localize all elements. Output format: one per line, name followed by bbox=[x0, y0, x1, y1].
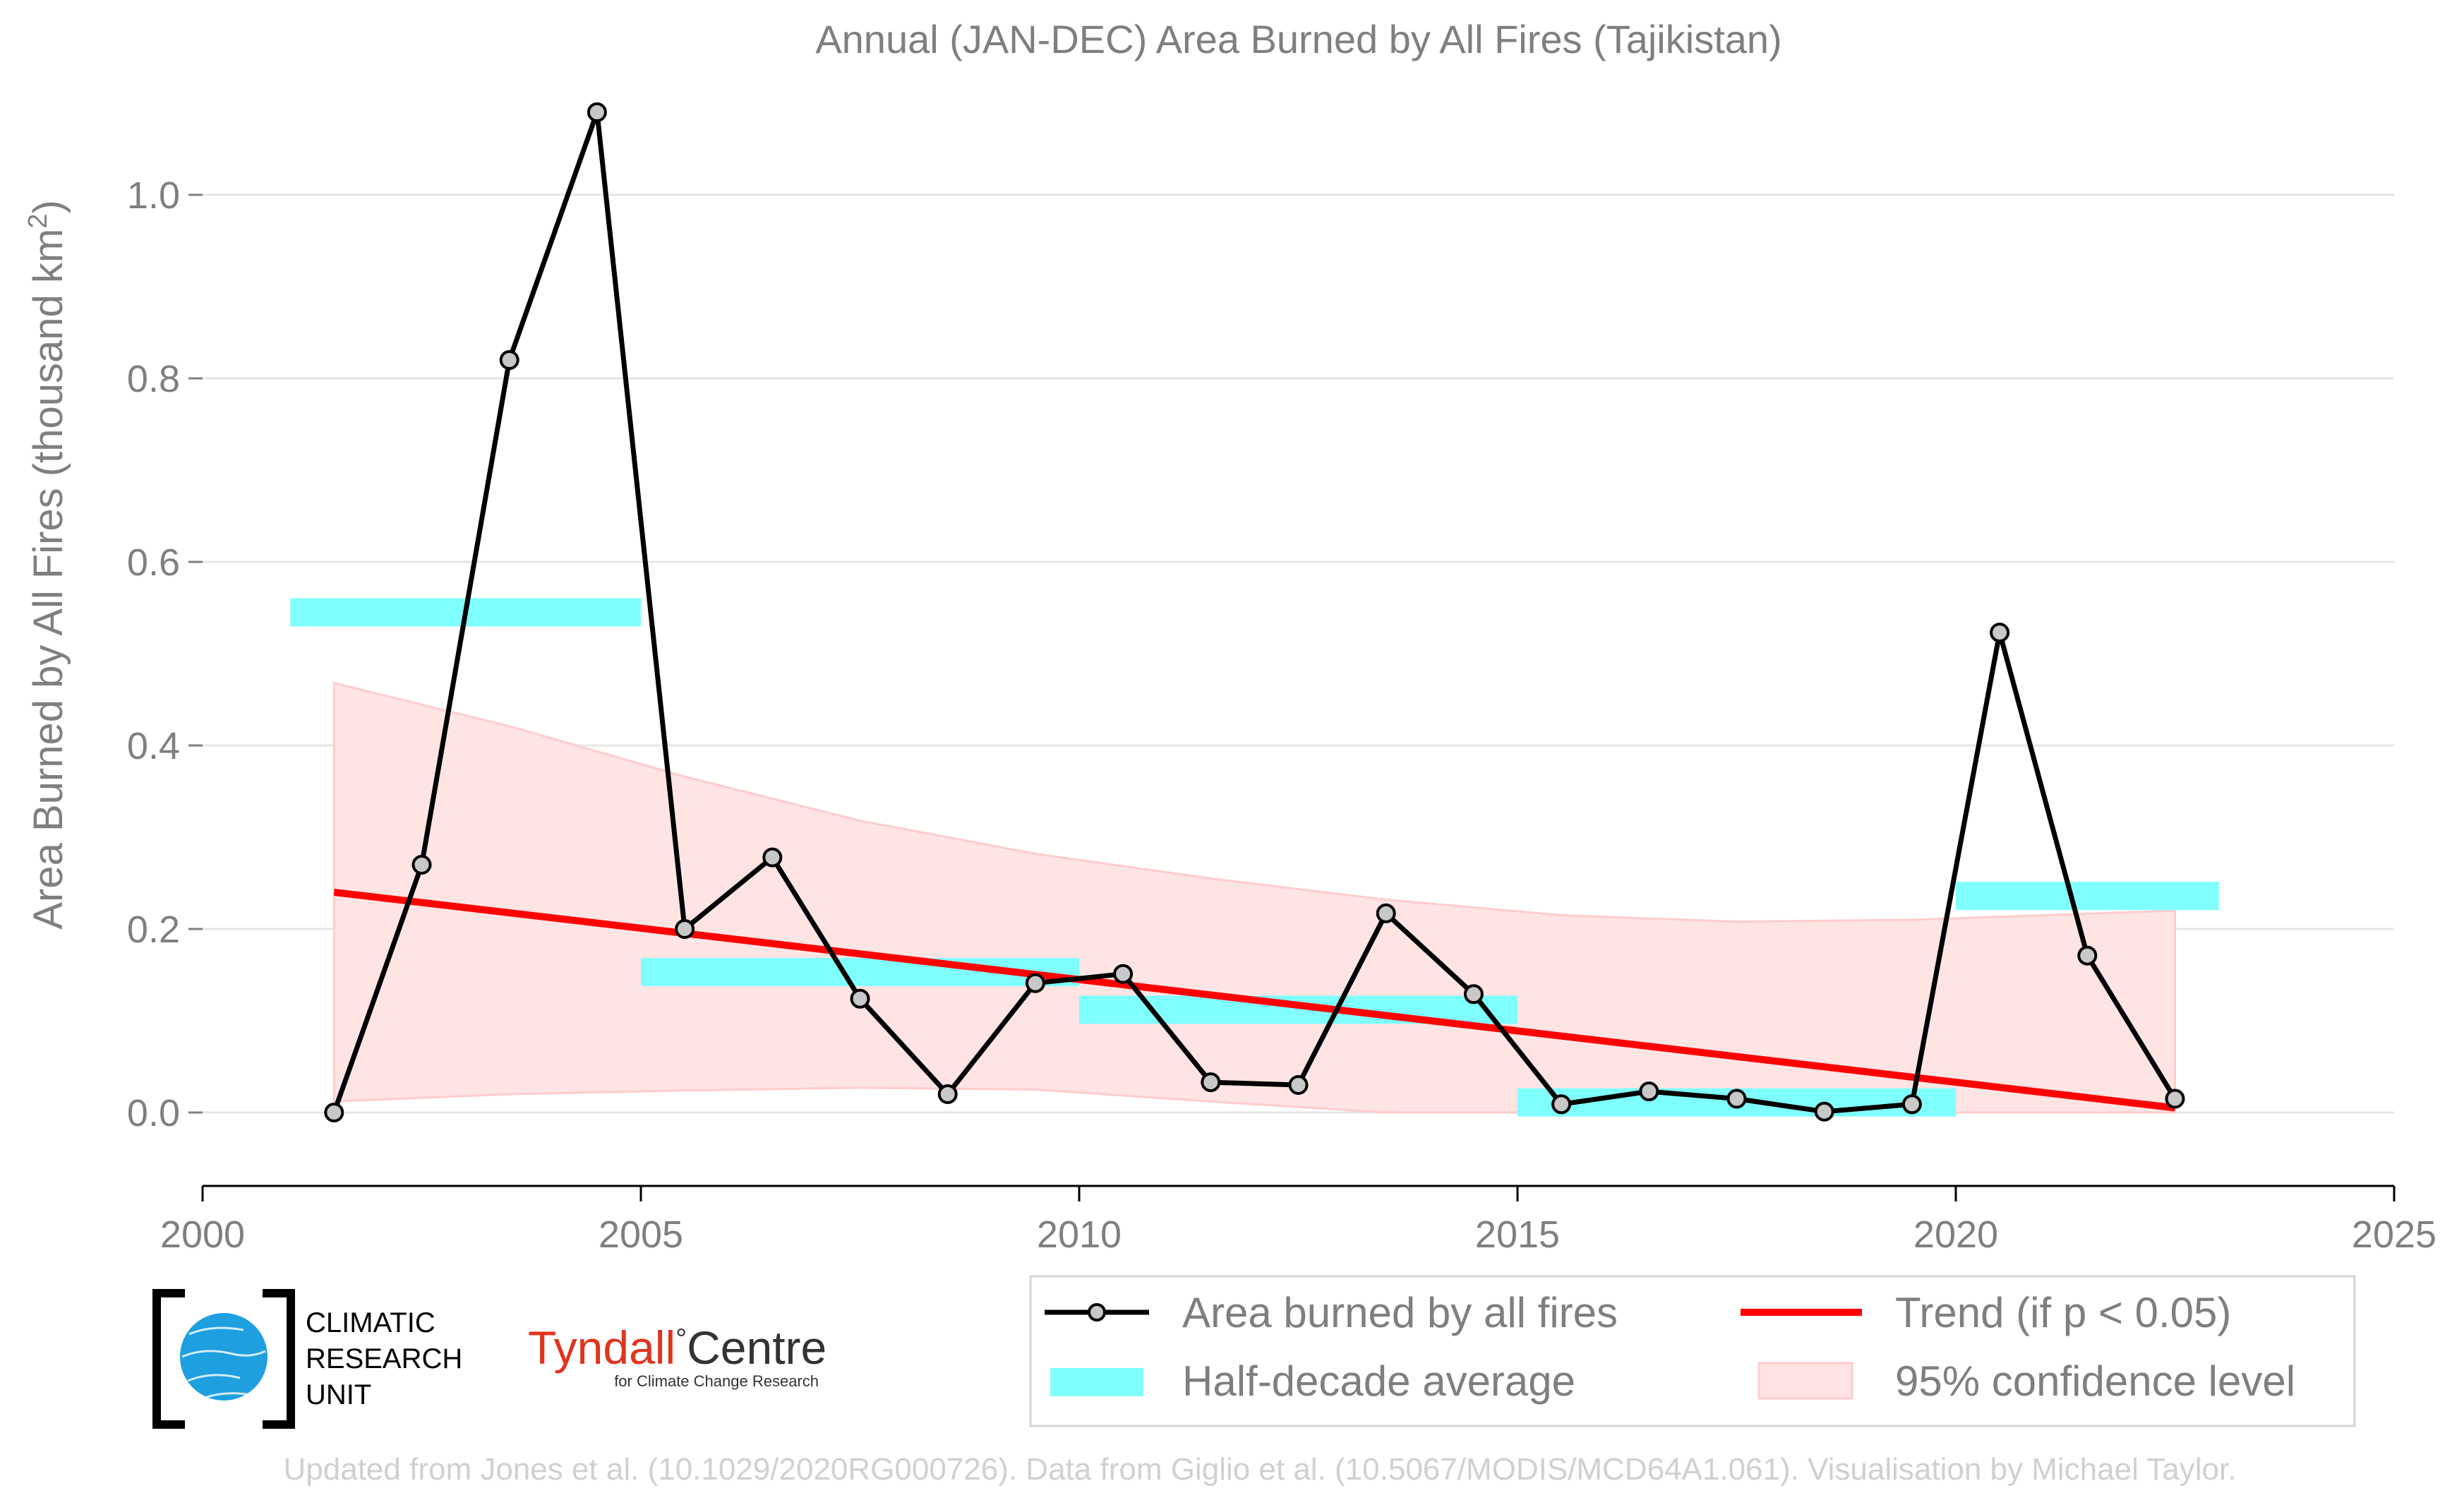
area-burned-point bbox=[2077, 945, 2098, 966]
cru-logo-line3: UNIT bbox=[306, 1379, 371, 1410]
x-tick-label: 2020 bbox=[1913, 1213, 1998, 1256]
cru-logo: CLIMATIC RESEARCH UNIT bbox=[152, 1289, 462, 1429]
area-burned-point bbox=[1376, 903, 1396, 923]
confidence-band bbox=[332, 681, 2176, 1114]
area-burned-point bbox=[1463, 984, 1484, 1005]
legend-series-marker bbox=[1088, 1303, 1106, 1321]
legend-confidence-label: 95% confidence level bbox=[1895, 1357, 2295, 1405]
area-burned-point bbox=[1726, 1089, 1747, 1109]
y-axis-label-close: ) bbox=[25, 200, 71, 213]
cru-globe-lines bbox=[181, 1326, 266, 1399]
area-burned-point bbox=[762, 847, 783, 868]
area-burned-point bbox=[1639, 1081, 1659, 1102]
tyndall-logo-right: Centre bbox=[687, 1321, 827, 1374]
y-axis-label: Area Burned by All Fires (thousand km2) bbox=[23, 200, 71, 929]
tyndall-logo-left: Tyndall bbox=[528, 1321, 675, 1374]
x-tick-label: 2000 bbox=[160, 1213, 245, 1256]
chart-title: Annual (JAN-DEC) Area Burned by All Fire… bbox=[815, 17, 1781, 61]
area-burned-series-layer bbox=[324, 102, 2185, 1122]
area-burned-point bbox=[1551, 1094, 1572, 1115]
axes: 0.0 0.2 0.4 0.6 0.8 1.0 2000 2005 2010 2015 2020 20… bbox=[127, 174, 2436, 1256]
area-burned-point bbox=[1201, 1072, 1221, 1093]
cru-globe-icon bbox=[180, 1313, 268, 1401]
x-tick-label: 2015 bbox=[1475, 1213, 1560, 1256]
x-tick-label: 2010 bbox=[1037, 1213, 1122, 1256]
cru-logo-frame-right bbox=[263, 1289, 295, 1429]
cru-logo-line2: RESEARCH bbox=[306, 1343, 462, 1374]
area-burned-point bbox=[1288, 1075, 1309, 1095]
area-burned-point bbox=[1113, 964, 1134, 984]
confidence-band-layer bbox=[332, 681, 2176, 1114]
y-tick-label: 0.0 bbox=[127, 1092, 180, 1134]
y-tick-label: 0.8 bbox=[127, 358, 180, 400]
area-burned-point bbox=[324, 1103, 344, 1122]
area-burned-point bbox=[1025, 973, 1045, 993]
area-burned-line bbox=[332, 109, 2177, 1115]
y-axis-label-main: Area Burned by All Fires (thousand km bbox=[25, 229, 71, 930]
tyndall-logo-subtitle: for Climate Change Research bbox=[614, 1372, 819, 1390]
area-burned-point bbox=[937, 1084, 958, 1104]
legend-box bbox=[1029, 1275, 2356, 1427]
tyndall-logo: Tyndall°Centre for Climate Change Resear… bbox=[528, 1321, 827, 1390]
tyndall-logo-degree: ° bbox=[675, 1324, 687, 1355]
y-tick-label: 0.2 bbox=[127, 909, 180, 951]
tyndall-logo-text: Tyndall°Centre bbox=[528, 1321, 827, 1374]
legend-average-label: Half-decade average bbox=[1182, 1357, 1575, 1405]
area-burned-point bbox=[2165, 1089, 2185, 1109]
half-decade-average-bar bbox=[1956, 882, 2219, 911]
area-burned-point bbox=[1814, 1101, 1834, 1122]
area-burned-point bbox=[1901, 1094, 1922, 1115]
legend: Area burned by all fires Half-decade ave… bbox=[1029, 1275, 2356, 1427]
legend-average-swatch bbox=[1050, 1368, 1143, 1396]
area-burned-point bbox=[675, 919, 695, 939]
credit-line: Updated from Jones et al. (10.1029/2020R… bbox=[284, 1452, 2237, 1487]
y-tick-label: 0.4 bbox=[127, 725, 180, 767]
area-burned-point bbox=[1990, 623, 2010, 643]
trend-line bbox=[333, 889, 2176, 1112]
area-burned-point bbox=[587, 102, 607, 122]
y-axis-label-superscript: 2 bbox=[23, 214, 53, 229]
legend-trend-label: Trend (if p < 0.05) bbox=[1895, 1289, 2231, 1336]
legend-confidence-swatch bbox=[1757, 1362, 1853, 1400]
cru-logo-frame-left bbox=[152, 1289, 185, 1429]
cru-logo-line1: CLIMATIC bbox=[306, 1307, 435, 1338]
trend-layer bbox=[333, 889, 2176, 1112]
area-burned-point bbox=[411, 855, 432, 875]
x-tick-label: 2025 bbox=[2352, 1213, 2436, 1256]
y-tick-label: 0.6 bbox=[127, 541, 180, 584]
area-burned-point bbox=[499, 350, 519, 370]
y-tick-label: 1.0 bbox=[127, 174, 180, 217]
x-tick-label: 2005 bbox=[599, 1213, 683, 1256]
area-burned-point bbox=[850, 988, 870, 1009]
legend-series-label: Area burned by all fires bbox=[1182, 1289, 1618, 1336]
